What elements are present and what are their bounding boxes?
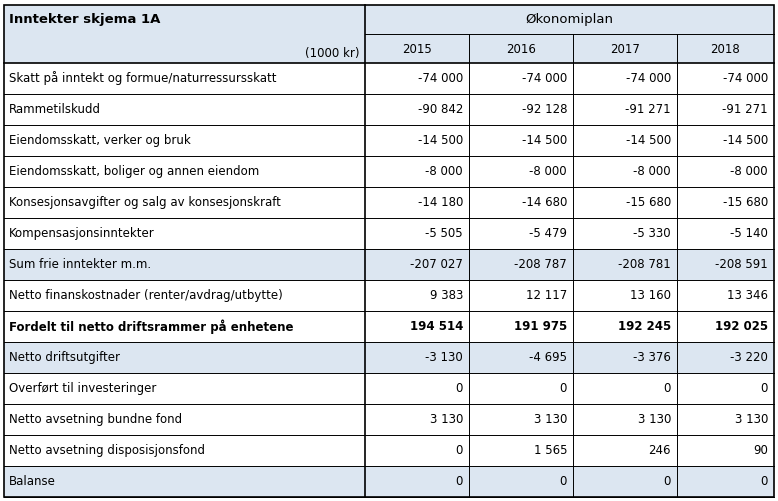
Text: -14 500: -14 500 [418,134,463,147]
Text: 0: 0 [664,382,671,395]
Bar [4,156,774,187]
Text: -208 787: -208 787 [514,258,567,271]
Text: -208 591: -208 591 [715,258,768,271]
Bar [4,187,774,218]
Text: -74 000: -74 000 [626,72,671,85]
Text: 0: 0 [456,444,463,457]
Text: 0: 0 [664,475,671,488]
Bar [4,5,774,63]
Text: -5 330: -5 330 [633,227,671,240]
Bar [4,311,774,342]
Text: Skatt på inntekt og formue/naturressursskatt: Skatt på inntekt og formue/naturressurss… [9,72,276,86]
Text: 192 025: 192 025 [715,320,768,333]
Text: Rammetilskudd: Rammetilskudd [9,103,101,116]
Text: -74 000: -74 000 [723,72,768,85]
Text: -14 500: -14 500 [723,134,768,147]
Bar [4,404,774,435]
Text: -14 500: -14 500 [522,134,567,147]
Text: 191 975: 191 975 [513,320,567,333]
Text: -92 128: -92 128 [521,103,567,116]
Text: 0: 0 [456,382,463,395]
Text: 3 130: 3 130 [429,413,463,426]
Text: 3 130: 3 130 [734,413,768,426]
Text: Netto finanskostnader (renter/avdrag/utbytte): Netto finanskostnader (renter/avdrag/utb… [9,289,282,302]
Text: -74 000: -74 000 [418,72,463,85]
Text: 3 130: 3 130 [534,413,567,426]
Text: Netto avsetning bundne fond: Netto avsetning bundne fond [9,413,182,426]
Text: 90: 90 [753,444,768,457]
Text: -8 000: -8 000 [633,165,671,178]
Text: 0: 0 [559,475,567,488]
Text: -91 271: -91 271 [626,103,671,116]
Text: -8 000: -8 000 [529,165,567,178]
Text: -5 479: -5 479 [529,227,567,240]
Text: Balanse: Balanse [9,475,56,488]
Text: -74 000: -74 000 [522,72,567,85]
Bar [4,466,774,497]
Text: -3 130: -3 130 [426,351,463,364]
Bar [4,435,774,466]
Bar [4,280,774,311]
Text: -207 027: -207 027 [410,258,463,271]
Text: -8 000: -8 000 [731,165,768,178]
Text: Konsesjonsavgifter og salg av konsesjonskraft: Konsesjonsavgifter og salg av konsesjons… [9,196,281,209]
Text: Inntekter skjema 1A: Inntekter skjema 1A [9,13,160,26]
Text: 12 117: 12 117 [526,289,567,302]
Text: 1 565: 1 565 [534,444,567,457]
Text: (1000 kr): (1000 kr) [305,47,359,60]
Text: -90 842: -90 842 [418,103,463,116]
Text: -5 505: -5 505 [426,227,463,240]
Text: -208 781: -208 781 [619,258,671,271]
Text: 0: 0 [456,475,463,488]
Text: Netto avsetning disposisjonsfond: Netto avsetning disposisjonsfond [9,444,205,457]
Text: Sum frie inntekter m.m.: Sum frie inntekter m.m. [9,258,151,271]
Text: -14 680: -14 680 [522,196,567,209]
Text: Eiendomsskatt, verker og bruk: Eiendomsskatt, verker og bruk [9,134,191,147]
Text: 0: 0 [761,382,768,395]
Bar [4,218,774,249]
Text: 0: 0 [761,475,768,488]
Text: -5 140: -5 140 [730,227,768,240]
Text: -3 376: -3 376 [633,351,671,364]
Bar [4,125,774,156]
Text: 2016: 2016 [506,43,536,56]
Text: -3 220: -3 220 [730,351,768,364]
Text: Eiendomsskatt, boliger og annen eiendom: Eiendomsskatt, boliger og annen eiendom [9,165,259,178]
Text: -15 680: -15 680 [723,196,768,209]
Text: 3 130: 3 130 [638,413,671,426]
Bar [4,249,774,280]
Text: 246: 246 [649,444,671,457]
Text: 2015: 2015 [402,43,432,56]
Text: -15 680: -15 680 [626,196,671,209]
Text: 9 383: 9 383 [429,289,463,302]
Text: -8 000: -8 000 [426,165,463,178]
Text: -4 695: -4 695 [529,351,567,364]
Text: 2018: 2018 [710,43,741,56]
Text: Overført til investeringer: Overført til investeringer [9,382,156,395]
Text: -14 180: -14 180 [418,196,463,209]
Bar [4,94,774,125]
Bar [4,342,774,373]
Text: Økonomiplan: Økonomiplan [526,13,614,26]
Text: 192 245: 192 245 [618,320,671,333]
Text: 13 160: 13 160 [630,289,671,302]
Text: 2017: 2017 [610,43,640,56]
Bar [4,63,774,94]
Bar [4,373,774,404]
Text: Fordelt til netto driftsrammer på enhetene: Fordelt til netto driftsrammer på enhete… [9,319,293,334]
Text: -14 500: -14 500 [626,134,671,147]
Text: Kompensasjonsinntekter: Kompensasjonsinntekter [9,227,155,240]
Text: 13 346: 13 346 [727,289,768,302]
Text: 194 514: 194 514 [410,320,463,333]
Text: -91 271: -91 271 [723,103,768,116]
Text: 0: 0 [559,382,567,395]
Text: Netto driftsutgifter: Netto driftsutgifter [9,351,120,364]
